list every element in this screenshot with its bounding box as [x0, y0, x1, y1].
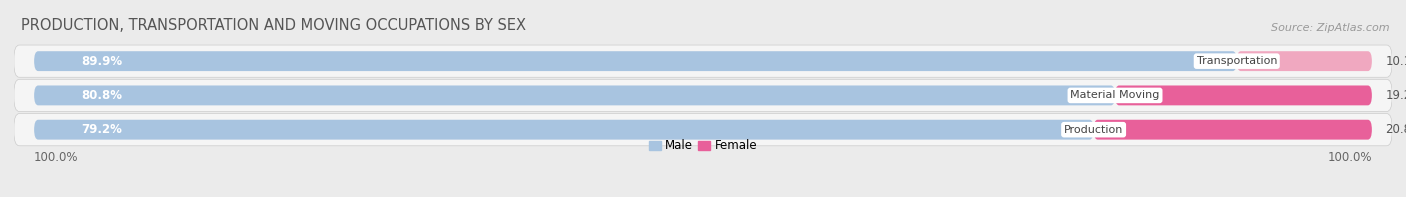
FancyBboxPatch shape [34, 51, 1237, 71]
Text: Transportation: Transportation [1197, 56, 1277, 66]
Text: 10.1%: 10.1% [1385, 55, 1406, 68]
Text: Production: Production [1064, 125, 1123, 135]
Text: 100.0%: 100.0% [1327, 151, 1372, 164]
FancyBboxPatch shape [14, 79, 1392, 112]
Text: 80.8%: 80.8% [82, 89, 122, 102]
Text: 100.0%: 100.0% [34, 151, 79, 164]
Text: Source: ZipAtlas.com: Source: ZipAtlas.com [1271, 23, 1389, 33]
Text: PRODUCTION, TRANSPORTATION AND MOVING OCCUPATIONS BY SEX: PRODUCTION, TRANSPORTATION AND MOVING OC… [21, 18, 526, 33]
Text: 79.2%: 79.2% [82, 123, 122, 136]
FancyBboxPatch shape [1115, 85, 1372, 105]
FancyBboxPatch shape [34, 85, 1115, 105]
FancyBboxPatch shape [1094, 120, 1372, 140]
Text: 89.9%: 89.9% [82, 55, 122, 68]
Text: 20.8%: 20.8% [1385, 123, 1406, 136]
FancyBboxPatch shape [34, 120, 1094, 140]
FancyBboxPatch shape [14, 45, 1392, 77]
FancyBboxPatch shape [1237, 51, 1372, 71]
FancyBboxPatch shape [14, 114, 1392, 146]
Text: 19.2%: 19.2% [1385, 89, 1406, 102]
Text: Material Moving: Material Moving [1070, 90, 1160, 100]
Legend: Male, Female: Male, Female [644, 135, 762, 157]
